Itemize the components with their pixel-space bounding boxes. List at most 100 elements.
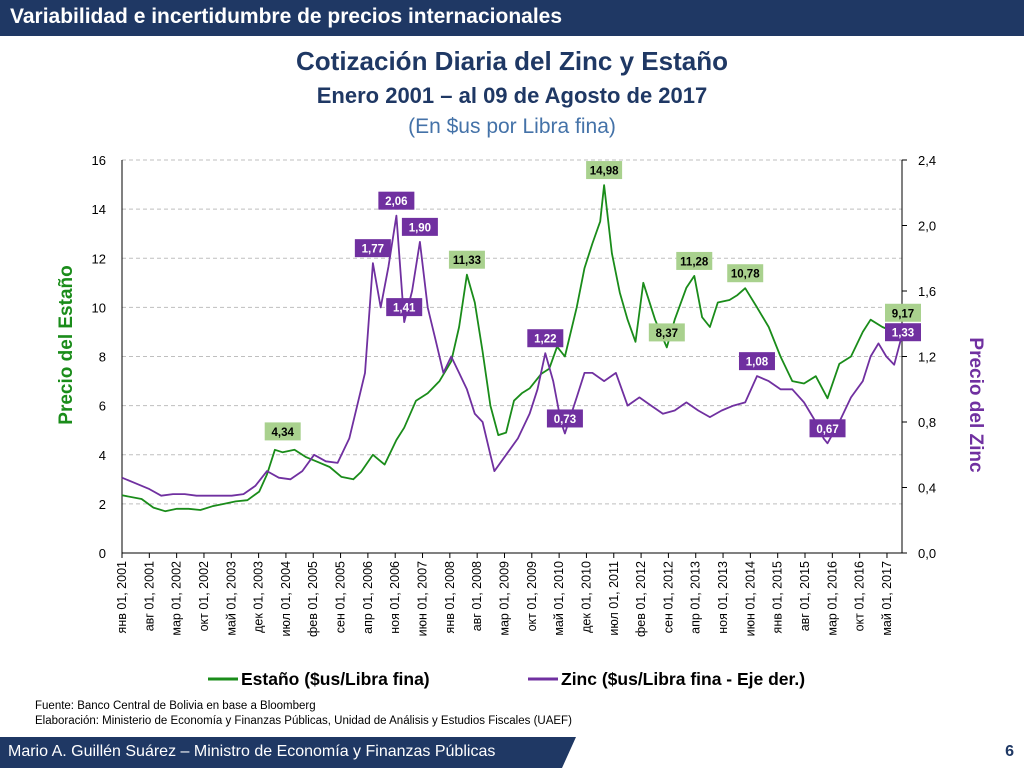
left-tick-label: 14 [92, 202, 106, 217]
data-label: 10,78 [727, 264, 764, 283]
data-label-text: 8,37 [656, 328, 678, 340]
data-label-box [648, 323, 685, 342]
data-label-text: 1,33 [892, 328, 914, 340]
data-label: 2,06 [378, 191, 415, 210]
data-label: 0,67 [809, 419, 846, 438]
data-label-box [586, 161, 623, 180]
x-tick-label: фев 01, 2005 [306, 561, 320, 637]
data-label-text: 14,98 [590, 166, 619, 178]
right-tick-label: 1,6 [918, 284, 936, 299]
left-axis-label: Precio del Estaño [56, 265, 77, 424]
x-tick-label: мар 01, 2009 [497, 561, 511, 636]
x-tick-label: апр 01, 2013 [689, 561, 703, 634]
elaboration-line: Elaboración: Ministerio de Economía y Fi… [35, 715, 572, 727]
data-label-box [378, 191, 415, 210]
data-label: 8,37 [648, 323, 685, 342]
data-label-box [546, 409, 583, 428]
data-label: 1,41 [386, 298, 423, 317]
zinc-series-line [121, 214, 903, 497]
x-tick-label: мар 01, 2016 [825, 561, 839, 636]
data-label-text: 2,06 [385, 196, 407, 208]
grid-lines [122, 159, 902, 505]
right-tick-label: 2,4 [918, 153, 936, 168]
data-label: 1,77 [354, 239, 391, 258]
page-number: 6 [1005, 743, 1014, 760]
x-tick-label: сен 01, 2005 [334, 561, 348, 633]
data-label: 1,33 [885, 323, 921, 342]
legend: Estaño ($us/Libra fina) Zinc ($us/Libra f… [208, 669, 805, 689]
x-tick-label: янв 01, 2008 [443, 561, 457, 633]
data-label: 1,22 [527, 329, 564, 348]
data-label-box [727, 264, 764, 283]
x-tick-label: фев 01, 2012 [634, 561, 648, 637]
data-label-box [448, 250, 485, 269]
left-tick-label: 6 [99, 399, 106, 414]
data-label: 11,28 [676, 251, 713, 270]
right-axis-ticks: 0,0 0,4 0,8 1,2 1,6 2,0 2,4 [902, 153, 936, 561]
left-tick-label: 4 [99, 448, 106, 463]
chart-subtitle: Enero 2001 – al 09 de Agosto de 2017 [316, 83, 708, 108]
x-tick-label: дек 01, 2010 [579, 561, 593, 633]
x-tick-label: окт 01, 2016 [853, 561, 867, 631]
data-label-text: 1,22 [534, 334, 556, 346]
legend-label: Estaño ($us/Libra fina) [241, 669, 430, 689]
left-tick-label: 0 [99, 546, 106, 561]
x-tick-label: авг 01, 2015 [798, 561, 812, 631]
x-axis-ticks: янв 01, 2001 авг 01, 2001 мар 01, 2002 окт … [115, 553, 894, 637]
legend-label: Zinc ($us/Libra fina - Eje der.) [561, 669, 805, 689]
data-label-box [354, 239, 391, 258]
data-label-text: 9,17 [892, 308, 914, 320]
data-label-box [527, 329, 564, 348]
x-tick-label: янв 01, 2015 [771, 561, 785, 633]
chart-title: Cotización Diaria del Zinc y Estaño [296, 46, 728, 76]
tin-series-line [121, 184, 903, 513]
data-label: 14,98 [586, 161, 623, 180]
x-tick-label: май 01, 2010 [552, 561, 566, 636]
x-tick-label: май 01, 2017 [880, 561, 894, 636]
x-tick-label: авг 01, 2008 [470, 561, 484, 631]
left-tick-label: 2 [99, 497, 106, 512]
right-tick-label: 1,2 [918, 350, 936, 365]
x-tick-label: янв 01, 2001 [115, 561, 129, 633]
right-tick-label: 0,8 [918, 415, 936, 430]
data-label: 11,33 [448, 250, 485, 269]
left-tick-label: 16 [92, 153, 106, 168]
data-label-box [738, 352, 775, 371]
source-line: Fuente: Banco Central de Bolivia en base… [35, 700, 316, 712]
x-tick-label: окт 01, 2009 [525, 561, 539, 631]
header-title: Variabilidad e incertidumbre de precios … [10, 5, 563, 28]
data-label: 0,73 [546, 409, 583, 428]
data-label: 9,17 [885, 303, 921, 322]
header-bar: Variabilidad e incertidumbre de precios … [0, 0, 1024, 36]
footer-accent [562, 737, 1024, 768]
data-label-text: 1,41 [393, 303, 416, 315]
x-tick-label: ноя 01, 2006 [388, 561, 402, 634]
price-chart: 0 2 4 6 8 10 12 14 16 0,0 0,4 0,8 1,2 1,6 2,0 2,4 янв … [56, 153, 986, 689]
series-lines [121, 184, 903, 513]
data-labels: 4,34 11,33 14,98 8,37 11,28 10,78 9,17 1,77 2,06… [264, 161, 921, 441]
data-label-box [401, 217, 438, 236]
x-tick-label: апр 01, 2006 [361, 561, 375, 634]
data-label-box [885, 303, 921, 322]
x-tick-label: июн 01, 2014 [743, 561, 757, 636]
left-axis-ticks: 0 2 4 6 8 10 12 14 16 [92, 153, 106, 561]
right-tick-label: 0,0 [918, 546, 936, 561]
data-label-box [676, 251, 713, 270]
x-tick-label: мар 01, 2002 [170, 561, 184, 636]
x-tick-label: июн 01, 2007 [416, 561, 430, 636]
data-label-box [885, 323, 921, 342]
data-label-box [264, 422, 301, 441]
right-tick-label: 0,4 [918, 481, 936, 496]
right-axis-label: Precio del Zinc [965, 337, 986, 473]
x-tick-label: июл 01, 2004 [279, 561, 293, 637]
data-label-text: 11,33 [453, 255, 481, 267]
data-label-text: 1,08 [746, 357, 769, 369]
x-tick-label: сен 01, 2012 [661, 561, 675, 633]
data-label-text: 0,67 [816, 424, 838, 436]
data-label-box [809, 419, 846, 438]
data-label-text: 0,73 [554, 414, 576, 426]
data-label-text: 10,78 [731, 269, 760, 281]
x-tick-label: июл 01, 2011 [607, 561, 621, 636]
left-tick-label: 10 [92, 300, 106, 315]
x-tick-label: дек 01, 2003 [252, 561, 266, 633]
